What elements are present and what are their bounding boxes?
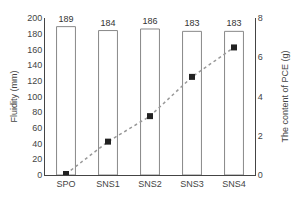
svg-text:200: 200	[27, 13, 42, 23]
svg-text:20: 20	[32, 154, 42, 164]
svg-text:189: 189	[58, 14, 73, 24]
svg-text:SNS3: SNS3	[180, 179, 204, 189]
svg-text:8: 8	[258, 13, 263, 23]
svg-text:183: 183	[226, 18, 241, 28]
svg-text:The content of PCE (g): The content of PCE (g)	[280, 50, 290, 142]
svg-text:60: 60	[32, 123, 42, 133]
svg-text:SNS1: SNS1	[96, 179, 120, 189]
svg-text:120: 120	[27, 76, 42, 86]
svg-text:140: 140	[27, 60, 42, 70]
svg-text:SNS2: SNS2	[138, 179, 162, 189]
svg-text:0: 0	[258, 170, 263, 180]
svg-text:80: 80	[32, 107, 42, 117]
svg-text:0: 0	[37, 170, 42, 180]
svg-text:Fluidity (mm): Fluidity (mm)	[9, 71, 19, 123]
svg-text:2: 2	[258, 131, 263, 141]
svg-text:6: 6	[258, 52, 263, 62]
svg-text:100: 100	[27, 92, 42, 102]
svg-text:186: 186	[142, 16, 157, 26]
svg-text:180: 180	[27, 29, 42, 39]
svg-text:184: 184	[100, 18, 115, 28]
svg-text:SNS4: SNS4	[222, 179, 246, 189]
svg-text:40: 40	[32, 139, 42, 149]
svg-text:4: 4	[258, 92, 263, 102]
svg-text:SPO: SPO	[56, 179, 75, 189]
svg-text:183: 183	[184, 18, 199, 28]
svg-text:160: 160	[27, 45, 42, 55]
